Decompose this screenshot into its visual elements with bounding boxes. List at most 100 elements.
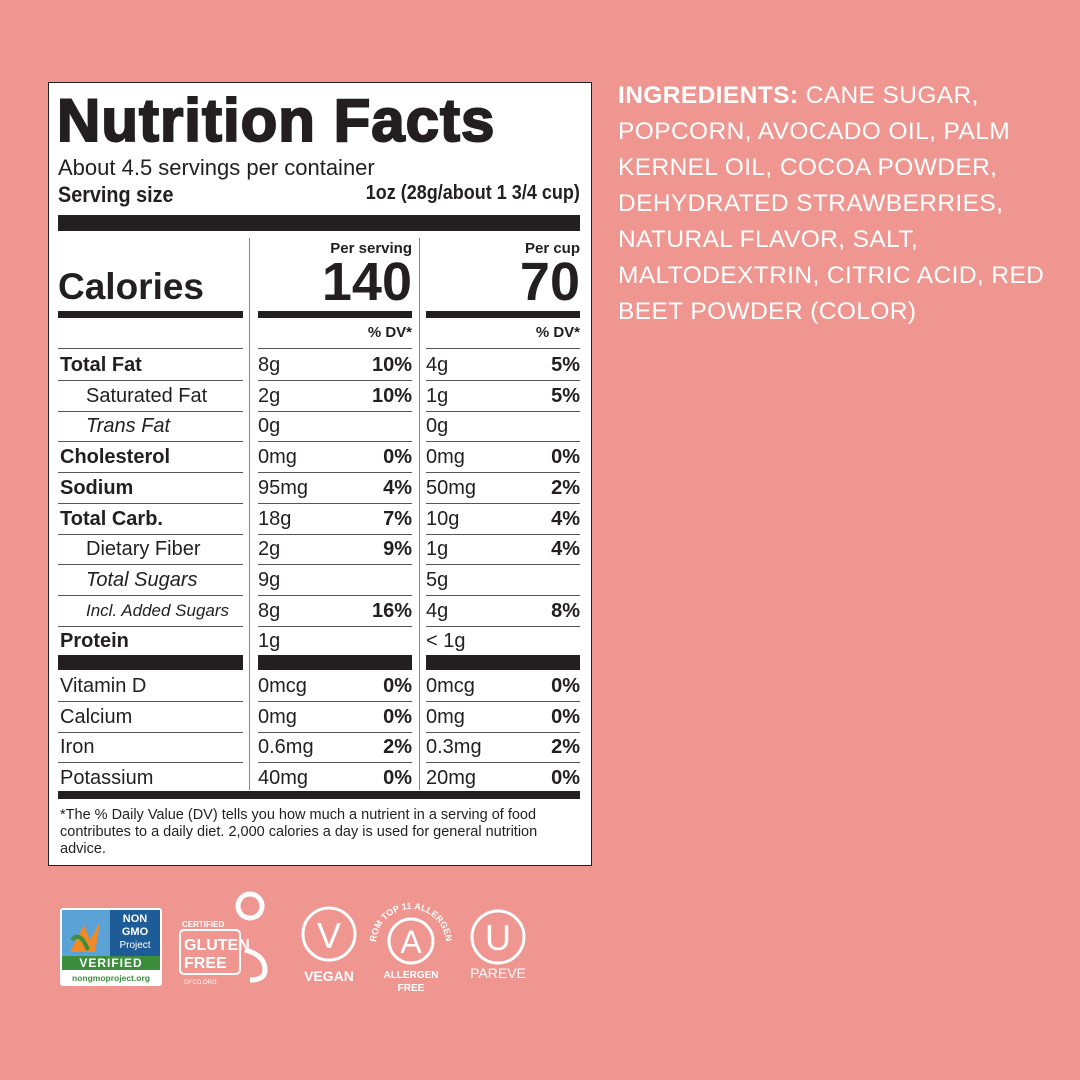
badge-text: GFCO.ORG xyxy=(184,980,217,986)
percent-dv: 0% xyxy=(383,675,412,697)
rule xyxy=(58,380,243,381)
amount: 1g xyxy=(426,384,449,407)
calories-value: 140 xyxy=(321,252,412,312)
leaf xyxy=(70,934,90,951)
rule xyxy=(258,594,412,596)
medium-rule xyxy=(258,311,412,318)
badge-text: PAREVE xyxy=(470,965,526,981)
percent-dv: 2% xyxy=(551,736,580,758)
rule xyxy=(258,348,412,349)
percent-dv: 9% xyxy=(383,538,412,561)
badge-text: NON xyxy=(123,913,148,925)
nutrient-name: Total Fat xyxy=(60,354,142,376)
amount: 0g xyxy=(258,415,281,438)
nutrient-name: Total Sugars xyxy=(86,568,198,591)
butterfly xyxy=(70,922,100,952)
rule xyxy=(426,380,580,381)
thick-rule xyxy=(58,655,243,670)
medium-rule xyxy=(58,311,243,318)
rule xyxy=(58,731,243,733)
medium-rule xyxy=(426,311,580,318)
separator xyxy=(419,238,420,790)
rule xyxy=(58,564,243,566)
amount: 0.3mg xyxy=(426,736,482,758)
amount: 95mg xyxy=(258,476,309,499)
rule xyxy=(58,441,243,443)
amount: 8g xyxy=(258,599,281,622)
serving-size: 1oz (28g/about 1 3/4 cup) xyxy=(365,182,580,204)
percent-dv: 7% xyxy=(383,507,412,530)
badge-text: FREE xyxy=(184,955,227,972)
percent-dv: 0% xyxy=(551,446,580,469)
non-gmo-badge: NON GMO Project VERIFIED nongmoproject.o… xyxy=(60,908,162,986)
nutrient-name: Trans Fat xyxy=(86,415,171,438)
rule xyxy=(58,348,243,349)
rule xyxy=(426,731,580,733)
percent-dv: 0% xyxy=(383,705,412,728)
badge-text: VERIFIED xyxy=(79,956,142,970)
nutrient-name: Saturated Fat xyxy=(86,384,208,407)
nutrient-name: Calcium xyxy=(60,705,133,728)
verified-band xyxy=(62,956,160,970)
badge-frame xyxy=(179,929,241,975)
rule xyxy=(258,380,412,381)
rule xyxy=(58,701,243,702)
badge-text: VEGAN xyxy=(304,968,354,984)
percent-dv: 5% xyxy=(551,384,580,407)
percent-dv: 10% xyxy=(371,354,412,376)
rule xyxy=(258,564,412,566)
rule xyxy=(258,731,412,733)
rule xyxy=(426,441,580,443)
nutrient-name: Iron xyxy=(60,736,95,758)
rule xyxy=(426,701,580,702)
amount: 0mg xyxy=(426,705,465,728)
rule xyxy=(258,502,412,504)
title: Nutrition Facts xyxy=(56,86,496,155)
badge-circle xyxy=(470,909,526,965)
badge-g xyxy=(235,891,268,983)
amount: 9g xyxy=(258,568,281,591)
amount: 2g xyxy=(258,538,281,561)
badge-panel xyxy=(110,910,160,956)
rule xyxy=(426,348,580,349)
badge-circle xyxy=(301,906,357,962)
badge-text: U xyxy=(485,917,511,958)
percent-dv: 2% xyxy=(551,476,580,499)
percent-dv: 8% xyxy=(551,599,580,622)
percent-dv: 0% xyxy=(551,766,580,789)
rule xyxy=(58,533,243,535)
thick-rule xyxy=(426,655,580,670)
amount: 0mg xyxy=(426,446,465,469)
thick-rule xyxy=(58,215,580,231)
thick-rule xyxy=(258,655,412,670)
badge-text: GLUTEN xyxy=(184,937,250,954)
amount: 0g xyxy=(426,415,449,438)
amount: < 1g xyxy=(426,630,466,653)
nutrient-name: Incl. Added Sugars xyxy=(86,600,230,620)
amount: 1g xyxy=(426,538,449,561)
amount: 0mg xyxy=(258,446,297,469)
dv-header: % DV* xyxy=(367,324,412,341)
rule xyxy=(58,472,243,474)
badge-text: Project xyxy=(119,940,150,951)
nutrient-name: Sodium xyxy=(60,476,134,499)
amount: 0.6mg xyxy=(258,736,314,758)
calories-label: Calories xyxy=(58,266,205,307)
rule xyxy=(58,625,243,627)
amount: 40mg xyxy=(258,766,309,789)
rule xyxy=(58,594,243,596)
column-header: Per serving xyxy=(330,240,412,257)
badge-text: nongmoproject.org xyxy=(72,973,150,983)
nutrient-name: Potassium xyxy=(60,766,154,789)
rule xyxy=(258,625,412,627)
percent-dv: 0% xyxy=(551,675,580,697)
ingredients-label: INGREDIENTS: xyxy=(618,82,799,109)
amount: 4g xyxy=(426,354,449,376)
pareve-badge: U PAREVE xyxy=(470,909,526,981)
percent-dv: 0% xyxy=(383,446,412,469)
separator xyxy=(249,238,250,790)
nutrient-name: Total Carb. xyxy=(60,507,163,530)
amount: 0mcg xyxy=(258,675,307,697)
rule xyxy=(426,762,580,763)
